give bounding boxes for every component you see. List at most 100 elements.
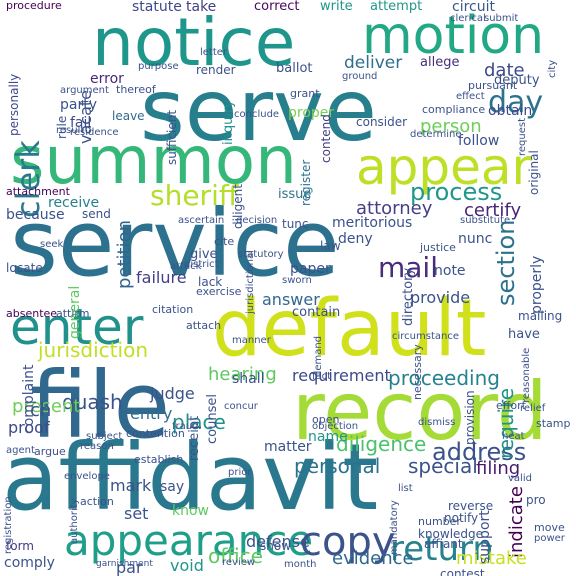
word-issue: issue [278,187,312,202]
word-summon: summon [10,122,298,199]
word-review: review [222,557,256,568]
word-provision: provision [463,390,477,445]
word-contain: contain [292,305,341,320]
word-mandatory: mandatory [389,500,400,555]
word-proceeding: proceeding [388,366,500,390]
word-result: result [56,125,85,136]
word-correct: correct [254,0,300,14]
word-personally: personally [7,73,21,136]
word-effort: effort [496,399,526,412]
word-failure: failure [136,268,187,287]
word-notify: notify [444,511,479,525]
word-ascertain: ascertain [178,215,225,226]
word-purpose: purpose [138,61,179,72]
word-form: form [6,539,34,553]
word-defense: defense [246,532,310,551]
word-answer: answer [262,290,320,309]
word-authority: authority [69,498,80,544]
word-appear: appear [356,138,533,196]
word-take: take [186,0,217,15]
word-absentee: absentee [6,307,58,320]
word-necessary: necessary [411,344,424,400]
word-certify: certify [464,200,522,221]
word-record: record [292,365,548,458]
word-subject: subject [86,431,123,442]
word-number: number [418,515,461,528]
word-receive: receive [48,195,100,211]
word-attachment: attachment [6,185,70,198]
word-void: void [170,556,204,575]
word-motion: motion [362,6,545,66]
word-tunc: tunc [282,217,309,231]
word-pro: pro [526,493,546,507]
word-proof: proof [8,418,50,437]
word-list: list [398,483,413,494]
word-special: special [408,454,478,478]
word-meritorious: meritorious [332,215,413,231]
word-counsel: counsel [205,394,220,444]
word-contest: contest [440,567,485,576]
word-exercise: exercise [196,285,242,298]
word-garnishment: garnishment [96,559,153,569]
word-clerical: clerical [450,13,486,24]
word-provide: provide [410,288,471,307]
word-objection: objection [312,421,359,432]
word-have: have [508,327,540,342]
word-set: set [124,504,149,523]
word-determine: determine [410,129,462,140]
word-pursuant: pursuant [468,79,518,92]
word-day: day [488,85,544,120]
word-concur: concur [224,401,258,412]
word-follow: follow [458,133,500,149]
word-move: move [534,521,565,534]
word-heat: heat [502,431,525,442]
word-thereof: thereof [116,83,156,96]
word-statute: statute [132,0,182,15]
word-serve: serve [140,61,377,161]
word-requirement: requirement [292,366,391,385]
word-evidence: evidence [332,548,414,569]
word-appearance: appearance [64,516,314,565]
word-entry: entry [130,404,173,423]
word-argue: argue [34,445,66,458]
word-address: address [432,438,527,466]
word-statutory: statutory [238,249,284,260]
word-request: request [517,117,528,156]
word-substitute: substitute [460,215,511,226]
word-mark: mark [110,476,152,495]
word-registration: registration [3,496,14,554]
word-hearing: hearing [208,364,277,385]
word-inquiry: inquiry [221,100,236,145]
word-know: know [172,503,209,519]
word-filing: filing [476,458,521,479]
word-date: date [484,60,525,81]
word-city: city [547,59,558,78]
word-process: process [410,178,503,206]
word-open: open [312,413,340,426]
word-quash: quash [62,390,123,414]
word-because: because [6,207,65,223]
word-personal: personal [294,454,381,478]
word-seek: seek [40,239,64,250]
word-name: name [308,429,348,445]
word-circumstance: circumstance [392,331,459,342]
word-par: par [116,558,143,576]
word-person: person [420,116,482,137]
word-proper: proper [288,105,335,121]
word-sufficient: sufficient [165,109,179,165]
word-justice: justice [420,241,456,254]
word-decision: decision [236,215,278,226]
word-deputy: deputy [494,73,540,88]
word-nunc: nunc [458,231,493,247]
word-contention: contention [126,427,185,440]
word-give: give [190,247,218,262]
word-residence: residence [70,127,119,138]
word-dismiss: dismiss [418,417,456,428]
word-jurisdiction: jurisdiction [38,338,148,362]
word-deny: deny [338,231,373,247]
word-cite: cite [214,235,235,248]
word-copy: copy [300,519,396,565]
word-allege: allege [420,55,460,70]
word-affiant: affiant [424,537,463,551]
